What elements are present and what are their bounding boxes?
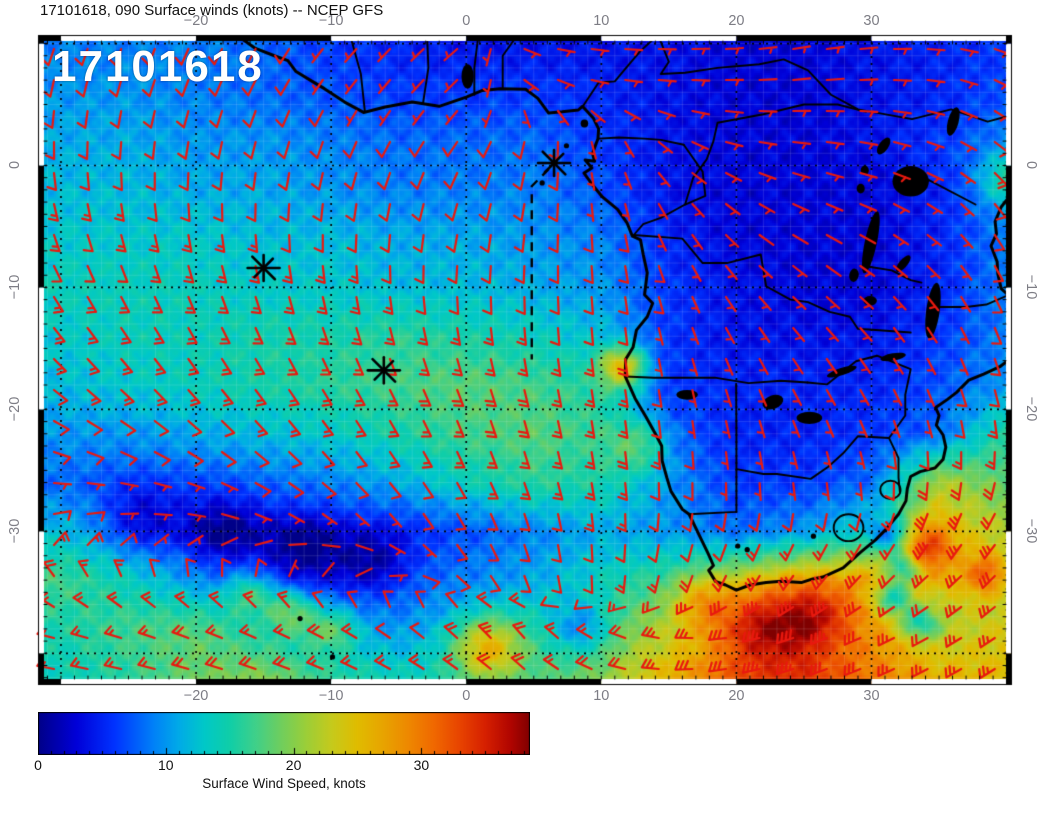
lon-tick-label: 0 <box>462 688 471 704</box>
lon-tick-label: 20 <box>728 13 745 29</box>
lat-tick-label: 0 <box>7 161 23 170</box>
lon-tick-label: 30 <box>863 13 880 29</box>
lon-tick-label: 10 <box>593 13 610 29</box>
wind-map-canvas <box>25 22 1025 698</box>
lat-tick-label: −20 <box>1023 397 1039 422</box>
colorbar-tick-label: 10 <box>157 757 174 773</box>
lon-tick-label: 20 <box>728 688 745 704</box>
lat-tick-label: −20 <box>7 397 23 422</box>
figure-title: 17101618, 090 Surface winds (knots) -- N… <box>40 2 384 19</box>
colorbar-tick-label: 30 <box>413 757 430 773</box>
colorbar-canvas <box>38 712 530 755</box>
lon-tick-label: −10 <box>318 688 344 704</box>
lat-tick-label: −30 <box>1023 519 1039 544</box>
colorbar-tick-label: 0 <box>34 757 42 773</box>
lat-tick-label: 0 <box>1023 161 1039 170</box>
lat-tick-label: −10 <box>7 275 23 300</box>
lon-tick-label: −10 <box>318 13 344 29</box>
lon-tick-label: 0 <box>462 13 471 29</box>
lat-tick-label: −10 <box>1023 275 1039 300</box>
lon-tick-label: 30 <box>863 688 880 704</box>
lon-tick-label: −20 <box>183 688 209 704</box>
lon-tick-label: −20 <box>183 13 209 29</box>
colorbar-caption: Surface Wind Speed, knots <box>202 776 366 791</box>
lon-tick-label: 10 <box>593 688 610 704</box>
run-timestamp-overlay: 17101618 <box>52 42 264 91</box>
colorbar-tick-label: 20 <box>285 757 302 773</box>
lat-tick-label: −30 <box>7 519 23 544</box>
